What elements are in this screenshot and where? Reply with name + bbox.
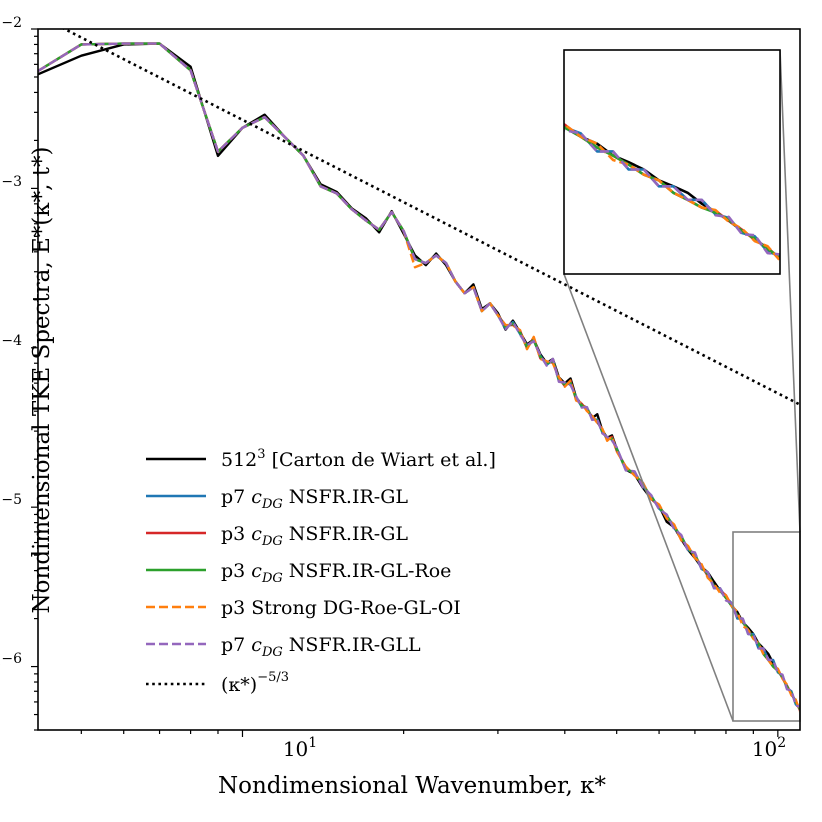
legend-label-p7-gll: p7 cDG NSFR.IR-GLL [221, 634, 421, 660]
reference-line-group [61, 29, 800, 406]
x-axis-label: Nondimensional Wavenumber, κ* [218, 773, 606, 799]
legend-label-p3-gl-roe: p3 cDG NSFR.IR-GL-Roe [221, 560, 451, 586]
legend: 5123 [Carton de Wiart et al.] p7 cDG NSF… [146, 447, 496, 696]
x-tick-label-1e2: 102 [752, 735, 786, 761]
reference-line [61, 29, 800, 406]
legend-label-512: 5123 [Carton de Wiart et al.] [221, 447, 496, 471]
inset-series-group [564, 122, 780, 262]
inset-series-line-5 [564, 128, 780, 256]
y-axis-label: Nondimensional TKE Spectra, E*(κ*, t*) [29, 147, 55, 614]
main-series-group [38, 42, 800, 713]
y-tick-label-1e-6: 10−6 [0, 651, 22, 677]
legend-label-p3-gl: p3 cDG NSFR.IR-GL [221, 523, 408, 549]
inset-frame [563, 49, 781, 275]
plot-frame [37, 28, 801, 731]
y-tick-label-1e-4: 10−4 [0, 333, 22, 359]
y-tick-label-1e-2: 10−2 [0, 15, 22, 41]
axis-ticks-group [31, 28, 779, 737]
series-line-5 [38, 42, 800, 708]
legend-label-p7-gl: p7 cDG NSFR.IR-GL [221, 486, 408, 512]
inset-series-line-4 [564, 122, 780, 262]
zoom-connector-upper [779, 49, 801, 533]
zoom-connector-lower [563, 273, 734, 722]
legend-label-p3-strong: p3 Strong DG-Roe-GL-OI [221, 597, 461, 619]
inset-background [564, 50, 780, 274]
y-tick-label-1e-3: 10−3 [0, 174, 22, 200]
y-tick-label-1e-5: 10−5 [0, 492, 22, 518]
x-tick-label-1e1: 101 [283, 735, 317, 761]
legend-label-reference: (κ*)−5/3 [221, 670, 289, 696]
